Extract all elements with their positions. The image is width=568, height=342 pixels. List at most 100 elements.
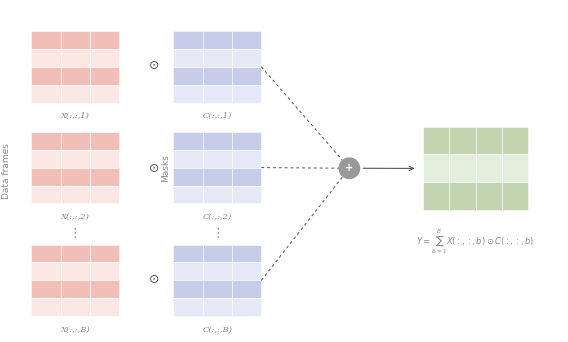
Bar xyxy=(232,150,261,168)
Bar xyxy=(232,168,261,185)
Text: Masks: Masks xyxy=(161,154,170,182)
Bar xyxy=(173,280,203,298)
Bar xyxy=(90,31,119,49)
Bar xyxy=(232,245,261,263)
Bar xyxy=(31,67,61,85)
Bar xyxy=(502,155,528,182)
Bar xyxy=(31,132,61,150)
Bar xyxy=(203,298,232,316)
Bar xyxy=(61,245,90,263)
Bar xyxy=(90,49,119,67)
Bar xyxy=(31,298,61,316)
Bar xyxy=(31,185,61,203)
Bar xyxy=(232,280,261,298)
Bar xyxy=(449,155,476,182)
Text: ⊙: ⊙ xyxy=(149,59,159,72)
Text: X(:,:,2): X(:,:,2) xyxy=(61,213,90,221)
Bar xyxy=(173,49,203,67)
Bar xyxy=(31,245,61,263)
Bar xyxy=(31,49,61,67)
Bar xyxy=(31,150,61,168)
Bar xyxy=(203,31,232,49)
Text: Data frames: Data frames xyxy=(2,143,11,199)
Bar xyxy=(61,263,90,280)
Ellipse shape xyxy=(339,158,360,179)
Text: $Y = \sum_{b=1}^{B} X(:,:,b) \odot C(:,:,b)$: $Y = \sum_{b=1}^{B} X(:,:,b) \odot C(:,:… xyxy=(416,227,535,256)
Text: ⋮: ⋮ xyxy=(69,227,81,240)
Bar xyxy=(232,132,261,150)
Bar xyxy=(31,280,61,298)
Bar xyxy=(61,85,90,103)
Bar xyxy=(232,49,261,67)
Bar xyxy=(61,185,90,203)
Bar xyxy=(173,150,203,168)
Bar xyxy=(203,168,232,185)
Bar xyxy=(232,298,261,316)
Bar xyxy=(61,31,90,49)
Bar xyxy=(203,49,232,67)
Bar xyxy=(173,168,203,185)
Bar xyxy=(423,127,449,155)
Bar xyxy=(90,67,119,85)
Bar xyxy=(232,263,261,280)
Bar xyxy=(423,155,449,182)
Bar xyxy=(203,132,232,150)
Text: C(:,:,B): C(:,:,B) xyxy=(202,326,232,334)
Bar xyxy=(61,49,90,67)
Bar xyxy=(31,263,61,280)
Bar xyxy=(476,182,502,210)
Bar xyxy=(476,155,502,182)
Bar xyxy=(502,182,528,210)
Bar xyxy=(90,132,119,150)
Bar xyxy=(90,85,119,103)
Text: +: + xyxy=(345,163,353,173)
Bar xyxy=(232,31,261,49)
Bar xyxy=(173,31,203,49)
Bar xyxy=(31,85,61,103)
Bar xyxy=(449,127,476,155)
Bar xyxy=(449,182,476,210)
Bar xyxy=(90,263,119,280)
Bar xyxy=(476,127,502,155)
Text: ⊙: ⊙ xyxy=(149,273,159,286)
Bar xyxy=(90,150,119,168)
Bar xyxy=(61,168,90,185)
Text: ⊙: ⊙ xyxy=(149,162,159,175)
Bar xyxy=(31,31,61,49)
Bar xyxy=(173,185,203,203)
Bar xyxy=(61,132,90,150)
Bar xyxy=(61,298,90,316)
Bar xyxy=(61,280,90,298)
Bar xyxy=(203,150,232,168)
Bar xyxy=(61,67,90,85)
Bar xyxy=(203,263,232,280)
Bar xyxy=(203,85,232,103)
Bar xyxy=(173,132,203,150)
Bar xyxy=(90,298,119,316)
Bar xyxy=(90,280,119,298)
Text: X(:,:,B): X(:,:,B) xyxy=(60,326,90,334)
Bar xyxy=(90,185,119,203)
Bar xyxy=(502,127,528,155)
Bar xyxy=(173,245,203,263)
Bar xyxy=(203,67,232,85)
Bar xyxy=(90,168,119,185)
Text: C(:,:,2): C(:,:,2) xyxy=(203,213,232,221)
Bar xyxy=(61,150,90,168)
Bar xyxy=(173,67,203,85)
Bar xyxy=(232,185,261,203)
Text: C(:,:,1): C(:,:,1) xyxy=(203,112,232,120)
Bar xyxy=(423,182,449,210)
Text: X(:,:,1): X(:,:,1) xyxy=(61,112,90,120)
Bar xyxy=(173,298,203,316)
Bar xyxy=(90,245,119,263)
Bar xyxy=(203,185,232,203)
Bar xyxy=(203,280,232,298)
Bar xyxy=(232,85,261,103)
Bar xyxy=(232,67,261,85)
Bar xyxy=(173,85,203,103)
Bar xyxy=(31,168,61,185)
Bar xyxy=(173,263,203,280)
Text: ⋮: ⋮ xyxy=(211,227,224,240)
Bar xyxy=(203,245,232,263)
